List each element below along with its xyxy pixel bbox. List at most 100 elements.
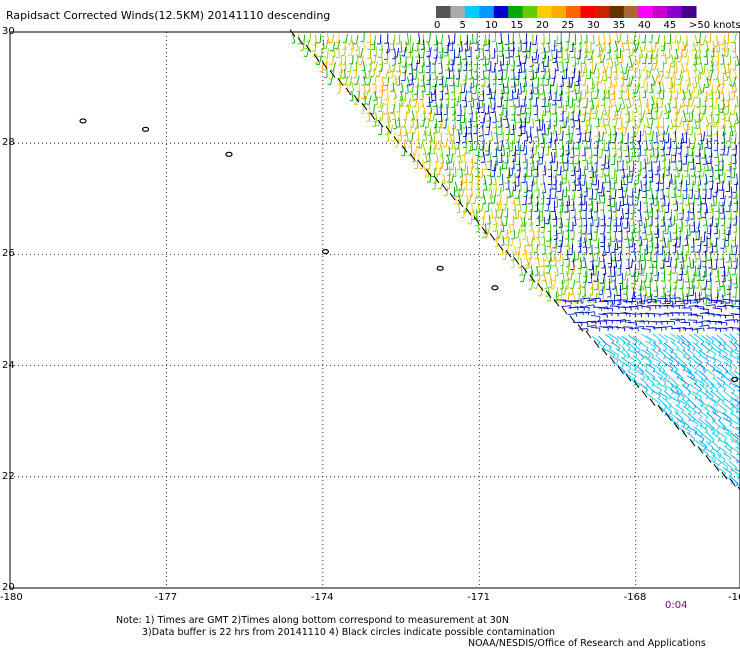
wind-barb <box>721 83 725 94</box>
wind-barb <box>596 88 600 99</box>
wind-barb <box>664 340 668 344</box>
wind-barb <box>651 187 653 199</box>
wind-barb <box>423 175 427 177</box>
wind-barb <box>736 402 740 406</box>
wind-barb <box>624 126 628 136</box>
wind-barb <box>519 82 522 94</box>
wind-barb <box>658 313 668 316</box>
wind-barb <box>390 124 394 134</box>
wind-barb <box>619 71 624 73</box>
wind-barb <box>495 208 498 218</box>
wind-barb <box>375 124 379 127</box>
wind-barb <box>416 60 418 71</box>
wind-barb <box>408 103 412 113</box>
wind-barb <box>736 475 740 479</box>
wind-barb <box>614 75 618 86</box>
wind-barb <box>694 377 705 385</box>
wind-barb <box>436 148 440 150</box>
wind-barb <box>648 354 651 359</box>
wind-barb <box>550 260 554 262</box>
wind-barb <box>555 274 559 277</box>
wind-barb <box>528 244 532 247</box>
wind-barb <box>632 377 640 386</box>
wind-barb <box>399 126 402 136</box>
wind-barb <box>704 257 707 268</box>
wind-barb <box>658 333 668 341</box>
wind-barb <box>675 362 680 367</box>
wind-barb <box>651 300 661 302</box>
wind-barb <box>457 187 460 197</box>
wind-barb <box>695 341 699 345</box>
wind-barb <box>658 405 668 414</box>
wind-barb <box>718 438 728 445</box>
wind-barb <box>724 242 727 252</box>
wind-barb <box>452 60 454 72</box>
wind-barb <box>675 404 684 411</box>
wind-barb <box>717 266 720 277</box>
wind-barb <box>505 126 509 129</box>
wind-barb <box>712 194 715 206</box>
wind-barb <box>689 112 693 115</box>
wind-barb <box>580 216 583 227</box>
wind-barb <box>639 134 644 136</box>
wind-barb <box>736 359 739 364</box>
wind-barb <box>511 140 514 152</box>
wind-barb <box>718 174 721 184</box>
wind-barb <box>689 334 699 342</box>
wind-barb <box>710 112 713 123</box>
wind-barb <box>352 77 356 79</box>
wind-barb <box>668 158 671 170</box>
wind-barb <box>633 145 636 157</box>
wind-barb <box>658 382 668 389</box>
wind-barb <box>368 76 372 86</box>
wind-barb <box>716 448 721 452</box>
wind-barb <box>422 144 427 154</box>
wind-barb <box>687 97 690 107</box>
wind-barb <box>628 334 638 342</box>
wind-barb <box>561 173 564 185</box>
wind-barb <box>592 263 595 275</box>
wind-barb <box>590 208 593 219</box>
wind-barb <box>381 111 384 121</box>
wind-barb <box>355 68 358 79</box>
wind-barb <box>433 167 436 177</box>
wind-barb <box>453 110 456 120</box>
wind-barb <box>380 48 384 58</box>
wind-barb <box>692 439 696 443</box>
edge-barb <box>505 249 512 258</box>
wind-barb <box>465 201 470 204</box>
wind-barb <box>325 39 329 49</box>
wind-barb <box>685 153 688 165</box>
wind-barb <box>429 126 432 136</box>
wind-barb <box>507 196 511 199</box>
wind-barb <box>362 39 366 49</box>
wind-barb <box>724 403 734 412</box>
wind-barb <box>735 144 738 156</box>
wind-barb <box>736 417 740 422</box>
wind-barb <box>682 349 691 358</box>
wind-barb <box>351 81 355 91</box>
wind-barb <box>693 382 702 390</box>
wind-barb <box>508 179 510 190</box>
wind-barb <box>365 103 370 105</box>
wind-barb <box>717 438 721 443</box>
wind-barb <box>400 40 403 52</box>
wind-barb <box>521 218 525 220</box>
wind-barb <box>417 47 420 58</box>
wind-barb <box>476 139 479 150</box>
wind-barb <box>518 68 521 80</box>
wind-barb <box>718 341 726 349</box>
wind-barb <box>430 104 433 114</box>
wind-barb <box>526 258 530 269</box>
wind-barb <box>423 81 426 92</box>
wind-barb <box>531 280 534 290</box>
wind-barb <box>412 106 416 108</box>
wind-barb <box>656 243 659 253</box>
wind-barb <box>489 97 492 107</box>
wind-barb <box>586 97 588 108</box>
wind-barb <box>658 368 668 377</box>
wind-barb <box>615 348 626 356</box>
wind-barb <box>706 293 708 305</box>
wind-barb <box>611 340 615 345</box>
wind-barb <box>663 139 666 150</box>
